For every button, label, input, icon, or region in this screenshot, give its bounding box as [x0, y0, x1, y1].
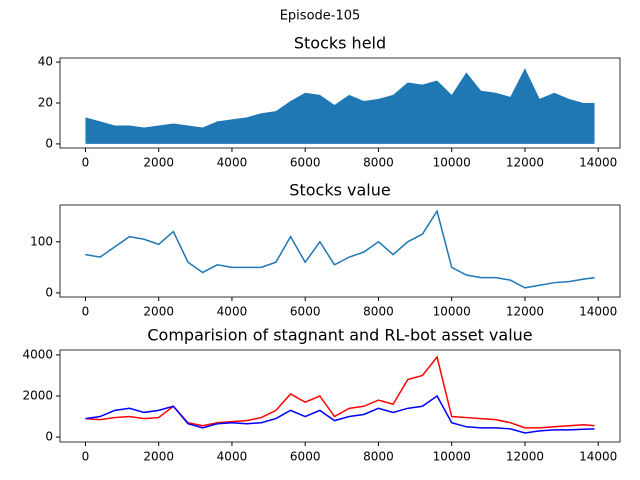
x-tick-label: 0: [82, 156, 90, 170]
x-tick-label: 4000: [217, 450, 248, 464]
x-tick-label: 0: [82, 450, 90, 464]
x-tick-label: 2000: [143, 156, 174, 170]
subplot-title: Stocks held: [294, 34, 386, 53]
x-tick-label: 4000: [217, 156, 248, 170]
x-tick-label: 14000: [579, 305, 617, 319]
x-tick-label: 10000: [433, 156, 471, 170]
axes-frame: [59, 204, 621, 298]
x-tick-label: 6000: [290, 450, 321, 464]
x-tick-label: 14000: [579, 450, 617, 464]
x-tick-label: 8000: [363, 156, 394, 170]
x-tick-label: 10000: [433, 305, 471, 319]
x-tick-label: 12000: [506, 156, 544, 170]
x-tick-label: 4000: [217, 305, 248, 319]
subplot-title: Stocks value: [289, 181, 390, 200]
x-tick-label: 8000: [363, 450, 394, 464]
x-tick-label: 0: [82, 305, 90, 319]
y-tick-label: 0: [45, 136, 53, 150]
x-tick-label: 14000: [579, 156, 617, 170]
y-tick-label: 0: [45, 430, 53, 444]
line: [85, 355, 595, 429]
figure-title: Episode-105: [280, 9, 361, 24]
area: [85, 68, 595, 144]
y-tick-label: 4000: [22, 347, 53, 361]
x-tick-label: 10000: [433, 450, 471, 464]
y-tick-label: 2000: [22, 389, 53, 403]
line: [85, 394, 595, 434]
x-tick-label: 6000: [290, 156, 321, 170]
y-tick-label: 20: [38, 96, 53, 110]
x-tick-label: 2000: [143, 450, 174, 464]
axes-frame: [59, 57, 621, 149]
x-tick-label: 2000: [143, 305, 174, 319]
x-tick-label: 6000: [290, 305, 321, 319]
y-tick-label: 40: [38, 55, 53, 69]
x-tick-label: 12000: [506, 450, 544, 464]
line: [85, 209, 595, 289]
x-tick-label: 8000: [363, 305, 394, 319]
y-tick-label: 100: [30, 234, 53, 248]
x-tick-label: 12000: [506, 305, 544, 319]
axes-frame: [59, 349, 621, 443]
y-tick-label: 0: [45, 285, 53, 299]
subplot-title: Comparision of stagnant and RL-bot asset…: [147, 326, 532, 345]
